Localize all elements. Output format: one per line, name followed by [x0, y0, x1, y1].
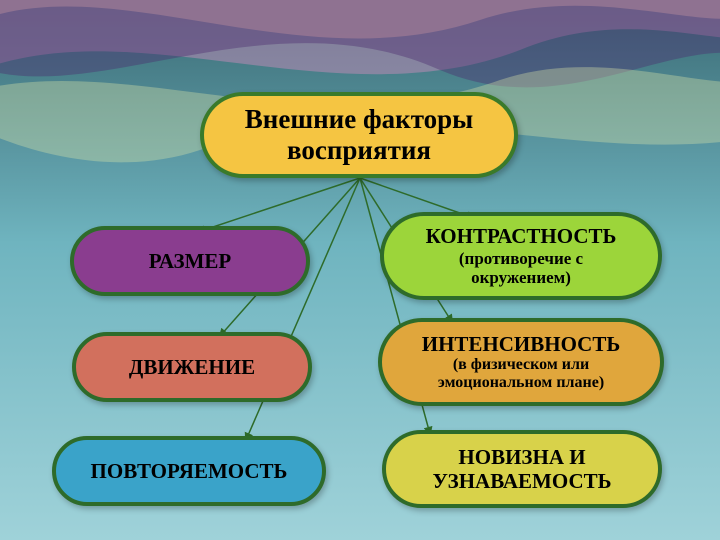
node-title: РАЗМЕР	[149, 249, 232, 273]
node-intensity: ИНТЕНСИВНОСТЬ(в физическом илиэмоциональ…	[378, 318, 664, 406]
node-repeat: ПОВТОРЯЕМОСТЬ	[52, 436, 326, 506]
node-contrast: КОНТРАСТНОСТЬ(противоречие сокружением)	[380, 212, 662, 300]
node-title: УЗНАВАЕМОСТЬ	[432, 469, 611, 493]
node-subtitle: эмоциональном плане)	[438, 374, 604, 392]
node-root: Внешние факторывосприятия	[200, 92, 518, 178]
node-novelty: НОВИЗНА ИУЗНАВАЕМОСТЬ	[382, 430, 662, 508]
node-title: восприятия	[287, 135, 431, 166]
node-title: ИНТЕНСИВНОСТЬ	[422, 332, 621, 356]
node-size: РАЗМЕР	[70, 226, 310, 296]
node-title: КОНТРАСТНОСТЬ	[426, 224, 617, 248]
node-title: ДВИЖЕНИЕ	[129, 355, 255, 379]
node-movement: ДВИЖЕНИЕ	[72, 332, 312, 402]
node-title: НОВИЗНА И	[458, 445, 585, 469]
node-subtitle: (противоречие с	[459, 249, 583, 269]
node-title: ПОВТОРЯЕМОСТЬ	[91, 459, 288, 483]
node-subtitle: (в физическом или	[453, 356, 589, 374]
node-title: Внешние факторы	[245, 104, 473, 135]
node-subtitle: окружением)	[471, 268, 571, 288]
